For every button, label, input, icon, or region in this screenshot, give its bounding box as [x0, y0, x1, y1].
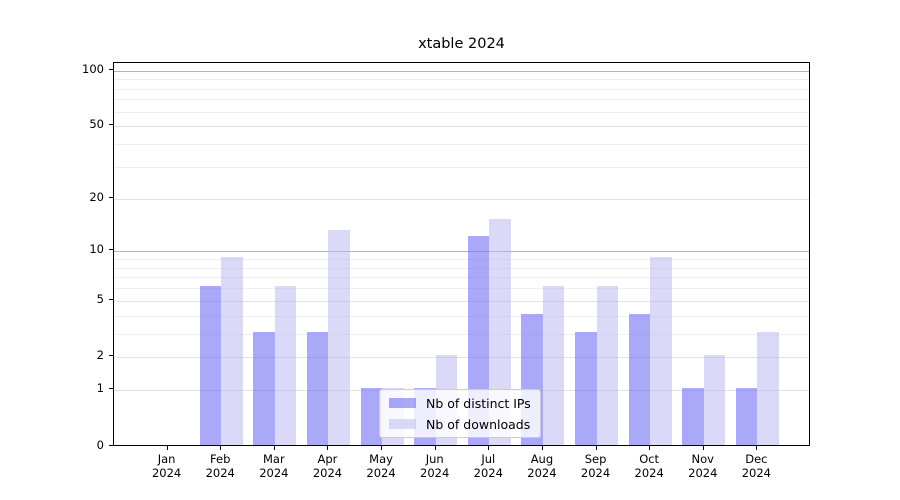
- x-tick-mark: [756, 446, 758, 450]
- gridline-5: [114, 300, 809, 302]
- minor-gridline: [114, 99, 809, 101]
- y-tick-mark: [109, 445, 113, 446]
- x-tick-label-aug: Aug 2024: [527, 452, 557, 480]
- x-tick-mark: [273, 446, 275, 450]
- x-tick-label-sep: Sep 2024: [580, 452, 611, 480]
- legend: Nb of distinct IPs Nb of downloads: [379, 389, 541, 438]
- minor-gridline: [114, 111, 809, 113]
- gridline-2: [114, 357, 809, 359]
- x-tick-label-oct: Oct 2024: [634, 452, 664, 480]
- minor-gridline: [114, 259, 809, 261]
- minor-gridline: [114, 288, 809, 290]
- x-tick-mark: [541, 446, 543, 450]
- minor-gridline: [114, 277, 809, 279]
- minor-gridline: [114, 167, 809, 168]
- x-tick-mark: [595, 446, 597, 450]
- y-tick-mark: [109, 124, 113, 126]
- bar-nb-of-distinct-ips-may: [360, 388, 383, 445]
- y-tick-mark: [109, 355, 113, 357]
- x-tick-mark: [702, 446, 704, 450]
- bar-nb-of-distinct-ips-mar: [253, 331, 275, 445]
- x-tick-label-apr: Apr 2024: [312, 452, 343, 480]
- bar-nb-of-distinct-ips-dec: [735, 388, 758, 445]
- bar-nb-of-downloads-mar: [274, 286, 297, 445]
- x-tick-mark: [488, 446, 490, 450]
- bar-nb-of-distinct-ips-apr: [307, 331, 329, 445]
- x-tick-mark: [166, 446, 168, 450]
- bar-nb-of-downloads-aug: [542, 286, 565, 445]
- y-tick-label: 1: [96, 381, 104, 396]
- minor-gridline: [114, 315, 809, 317]
- y-tick-label: 100: [82, 61, 104, 76]
- bar-nb-of-downloads-sep: [596, 286, 618, 445]
- legend-swatch-distinct-ips: [389, 398, 416, 408]
- x-tick-label-jan: Jan 2024: [151, 452, 182, 480]
- bar-nb-of-distinct-ips-sep: [575, 331, 597, 445]
- gridline-10: [114, 251, 809, 253]
- x-tick-label-nov: Nov 2024: [688, 452, 718, 480]
- legend-swatch-downloads: [389, 419, 416, 429]
- y-tick-mark: [109, 68, 113, 70]
- bar-nb-of-distinct-ips-feb: [199, 286, 222, 445]
- bar-nb-of-downloads-oct: [650, 257, 672, 445]
- y-tick-mark: [109, 249, 113, 251]
- x-tick-mark: [220, 446, 222, 450]
- x-tick-mark: [327, 446, 329, 450]
- y-tick-label: 50: [89, 117, 104, 132]
- x-tick-label-may: May 2024: [366, 452, 396, 480]
- y-tick-label: 2: [96, 348, 104, 363]
- gridline-20: [114, 198, 809, 200]
- x-tick-label-mar: Mar 2024: [259, 452, 289, 480]
- bar-nb-of-downloads-jul: [489, 218, 511, 445]
- x-tick-mark: [649, 446, 651, 450]
- x-tick-label-dec: Dec 2024: [741, 452, 772, 480]
- minor-gridline: [114, 79, 809, 81]
- legend-item-downloads: Nb of downloads: [389, 416, 531, 432]
- y-tick-label: 20: [89, 189, 104, 204]
- legend-item-distinct-ips: Nb of distinct IPs: [389, 395, 531, 411]
- gridline-50: [114, 126, 809, 128]
- minor-gridline: [114, 144, 809, 146]
- bar-nb-of-distinct-ips-oct: [628, 313, 651, 445]
- gridline-100: [114, 70, 809, 72]
- bar-nb-of-distinct-ips-nov: [682, 388, 704, 445]
- minor-gridline: [114, 267, 809, 269]
- y-tick-mark: [109, 196, 113, 198]
- y-tick-mark: [109, 298, 113, 300]
- x-tick-mark: [381, 446, 383, 450]
- y-tick-label: 0: [96, 438, 104, 452]
- legend-label-downloads: Nb of downloads: [426, 416, 531, 432]
- bar-nb-of-downloads-feb: [221, 257, 243, 445]
- bar-nb-of-downloads-dec: [757, 331, 779, 445]
- minor-gridline: [114, 88, 809, 90]
- bar-nb-of-downloads-apr: [328, 229, 350, 445]
- chart-title: xtable 2024: [418, 36, 505, 52]
- x-tick-label-jun: Jun 2024: [420, 452, 450, 480]
- minor-gridline: [114, 333, 809, 335]
- y-tick-label: 5: [96, 291, 104, 306]
- y-tick-label: 10: [89, 242, 104, 257]
- bar-nb-of-downloads-nov: [703, 355, 726, 445]
- legend-label-distinct-ips: Nb of distinct IPs: [426, 395, 531, 411]
- x-tick-mark: [434, 446, 436, 450]
- x-tick-label-feb: Feb 2024: [205, 452, 235, 480]
- x-tick-label-jul: Jul 2024: [473, 452, 503, 480]
- y-tick-mark: [109, 388, 113, 390]
